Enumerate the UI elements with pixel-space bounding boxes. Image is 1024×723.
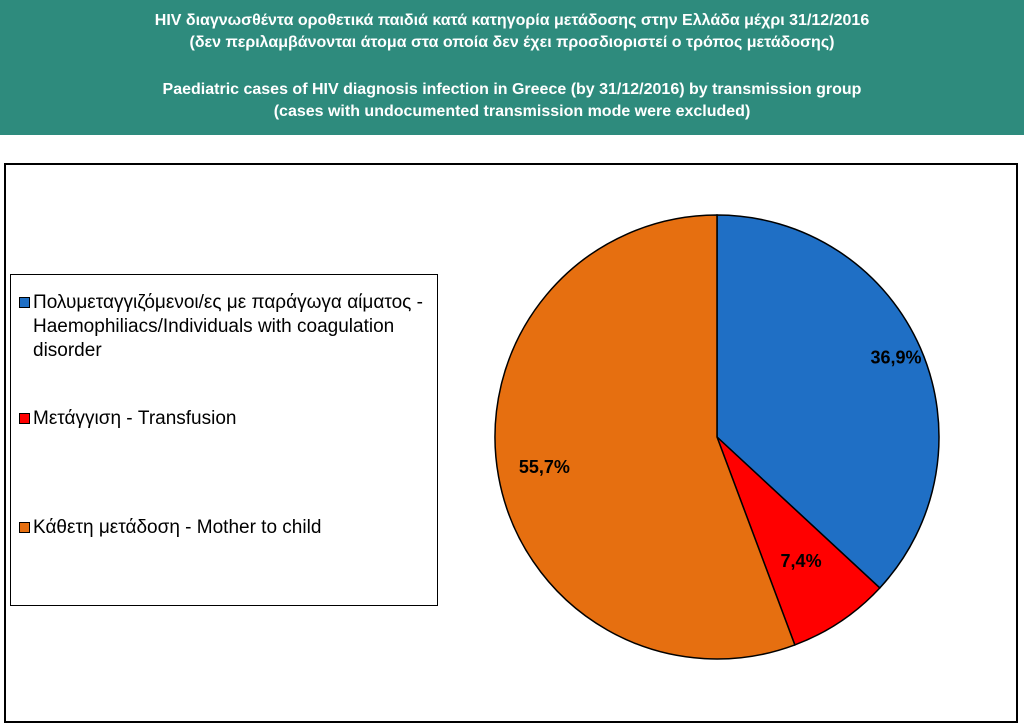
data-label-mother-to-child: 55,7% (519, 457, 570, 477)
title-greek-line1: HIV διαγνωσθέντα οροθετικά παιδιά κατά κ… (154, 12, 870, 29)
data-label-transfusion: 7,4% (781, 551, 822, 571)
pie-slice-haemophiliacs (716, 214, 940, 590)
legend-item-haemophiliacs: Πολυμεταγγιζόμενοι/ες με παράγωγα αίματο… (19, 291, 431, 363)
data-label-haemophiliacs: 36,9% (871, 348, 922, 368)
title-greek-line2: (δεν περιλαμβάνονται άτομα στα οποία δεν… (189, 34, 835, 51)
legend-item-transfusion: Μετάγγιση - Transfusion (19, 407, 431, 431)
legend-label-transfusion: Μετάγγιση - Transfusion (33, 408, 237, 429)
legend-item-mother-to-child: Κάθετη μετάδοση - Mother to child (19, 516, 431, 540)
legend-label-mother-to-child: Κάθετη μετάδοση - Mother to child (33, 517, 322, 538)
legend-swatch-transfusion (19, 413, 30, 424)
title-english: Paediatric cases of HIV diagnosis infect… (0, 79, 1024, 123)
legend-label-haemophiliacs: Πολυμεταγγιζόμενοι/ες με παράγωγα αίματο… (33, 292, 423, 361)
legend-swatch-mother-to-child (19, 522, 30, 533)
title-english-line1: Paediatric cases of HIV diagnosis infect… (162, 81, 862, 98)
chart-legend: Πολυμεταγγιζόμενοι/ες με παράγωγα αίματο… (10, 274, 438, 606)
title-greek: HIV διαγνωσθέντα οροθετικά παιδιά κατά κ… (0, 10, 1024, 54)
pie-slice-transfusion (716, 436, 881, 646)
title-english-line2: (cases with undocumented transmission mo… (273, 103, 751, 120)
header-banner: HIV διαγνωσθέντα οροθετικά παιδιά κατά κ… (0, 0, 1024, 135)
pie-slice-mother-to-child (494, 214, 796, 660)
legend-swatch-haemophiliacs (19, 297, 30, 308)
